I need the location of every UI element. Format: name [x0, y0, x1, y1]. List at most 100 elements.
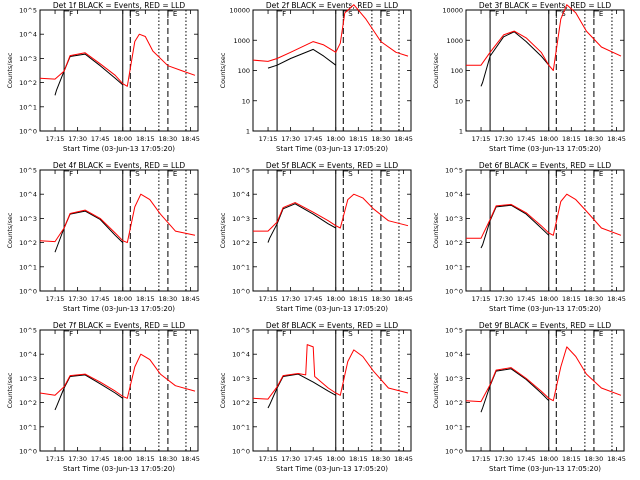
y-tick-label: 10^5 [232, 167, 250, 175]
y-tick-label: 1 [246, 128, 250, 136]
x-tick-label: 17:15 [472, 455, 491, 463]
interval-label: E [386, 330, 390, 338]
interval-label: F [495, 170, 499, 178]
y-tick-label: 1000 [233, 37, 250, 45]
detector-panel: Det 8f BLACK = Events, RED = LLD Counts/s… [219, 321, 413, 473]
y-axis-label: Counts/sec [219, 52, 227, 88]
y-axis-label: Counts/sec [219, 212, 227, 248]
y-tick-label: 10^1 [19, 263, 37, 271]
interval-bracket [167, 330, 173, 338]
y-tick-label: 10^3 [19, 375, 37, 383]
interval-label: E [599, 170, 603, 178]
interval-label: F [282, 10, 286, 18]
x-tick-label: 17:45 [304, 455, 323, 463]
x-tick-label: 18:15 [562, 135, 581, 143]
x-tick-label: 18:45 [181, 295, 200, 303]
y-tick-label: 10^1 [19, 423, 37, 431]
y-tick-label: 10^2 [19, 239, 37, 247]
x-tick-label: 18:15 [562, 455, 581, 463]
interval-label: S [135, 10, 140, 18]
interval-bracket [342, 170, 349, 178]
x-tick-label: 17:30 [68, 295, 87, 303]
interval-bracket [593, 10, 599, 18]
x-axis-label: Start Time (03-Jun-13 17:05:20) [489, 145, 601, 153]
x-axis-label: Start Time (03-Jun-13 17:05:20) [276, 305, 388, 313]
interval-label: S [135, 330, 140, 338]
x-tick-label: 18:45 [607, 135, 626, 143]
x-tick-label: 17:30 [281, 295, 300, 303]
events-series-line [267, 373, 337, 409]
interval-bracket [593, 330, 599, 338]
interval-bracket [167, 10, 173, 18]
y-tick-label: 10^2 [19, 399, 37, 407]
x-tick-label: 18:45 [394, 135, 413, 143]
y-tick-label: 10^5 [19, 7, 37, 15]
y-tick-label: 10^3 [19, 215, 37, 223]
lld-series-line [466, 4, 622, 71]
y-axis-label: Counts/sec [432, 372, 440, 408]
interval-label: F [69, 170, 73, 178]
x-tick-label: 17:45 [304, 295, 323, 303]
y-tick-label: 10000 [229, 7, 250, 15]
detector-panel: Det 3f BLACK = Events, RED = LLD Counts/s… [432, 1, 626, 153]
interval-bracket [129, 330, 136, 338]
interval-bracket [555, 330, 562, 338]
x-tick-label: 18:15 [562, 295, 581, 303]
y-tick-label: 10^5 [445, 167, 463, 175]
x-tick-label: 17:45 [91, 455, 110, 463]
interval-bracket [276, 330, 283, 338]
interval-bracket [555, 170, 562, 178]
interval-label: E [386, 10, 390, 18]
y-tick-label: 10^5 [19, 167, 37, 175]
y-axis-label: Counts/sec [432, 212, 440, 248]
y-tick-label: 10^2 [19, 79, 37, 87]
x-tick-label: 17:15 [259, 135, 278, 143]
y-tick-label: 10^0 [445, 448, 463, 456]
x-tick-label: 18:00 [326, 295, 345, 303]
plot-frame [465, 169, 625, 292]
plot-frame [252, 169, 412, 292]
y-tick-label: 10^0 [232, 288, 250, 296]
interval-bracket [380, 330, 386, 338]
interval-bracket [167, 170, 173, 178]
x-tick-label: 18:00 [539, 455, 558, 463]
x-tick-label: 17:15 [472, 135, 491, 143]
detector-panel: Det 7f BLACK = Events, RED = LLD Counts/s… [6, 321, 200, 473]
x-tick-label: 17:30 [281, 135, 300, 143]
events-series-line [54, 53, 124, 96]
events-series-line [54, 374, 124, 411]
y-tick-label: 10^2 [445, 399, 463, 407]
x-tick-label: 18:45 [181, 135, 200, 143]
panel-title: Det 1f BLACK = Events, RED = LLD [53, 1, 186, 10]
x-tick-label: 18:00 [326, 455, 345, 463]
lld-series-line [465, 346, 622, 403]
x-tick-label: 17:30 [68, 455, 87, 463]
interval-label: E [173, 330, 177, 338]
panel-title: Det 5f BLACK = Events, RED = LLD [266, 161, 399, 170]
lld-series-line [253, 193, 409, 232]
x-tick-label: 17:30 [68, 135, 87, 143]
y-axis-label: Counts/sec [432, 52, 440, 88]
y-tick-label: 10^0 [445, 288, 463, 296]
interval-label: F [495, 330, 499, 338]
x-tick-label: 17:45 [91, 135, 110, 143]
x-axis-label: Start Time (03-Jun-13 17:05:20) [63, 145, 175, 153]
y-axis-label: Counts/sec [6, 212, 14, 248]
y-tick-label: 100 [238, 67, 250, 75]
x-tick-label: 18:00 [539, 135, 558, 143]
x-tick-label: 18:00 [113, 295, 132, 303]
y-tick-label: 10^1 [232, 263, 250, 271]
events-series-line [267, 203, 337, 243]
y-tick-label: 10^2 [232, 399, 250, 407]
interval-label: E [599, 10, 603, 18]
detector-panel: Det 2f BLACK = Events, RED = LLD Counts/s… [219, 1, 413, 153]
lld-series-line [39, 193, 196, 244]
x-tick-label: 17:15 [46, 455, 65, 463]
interval-label: S [561, 330, 566, 338]
interval-bracket [63, 10, 70, 18]
x-tick-label: 18:30 [585, 295, 604, 303]
panel-title: Det 7f BLACK = Events, RED = LLD [53, 321, 186, 330]
y-tick-label: 10^0 [19, 448, 37, 456]
detector-panel: Det 6f BLACK = Events, RED = LLD Counts/s… [432, 161, 626, 313]
